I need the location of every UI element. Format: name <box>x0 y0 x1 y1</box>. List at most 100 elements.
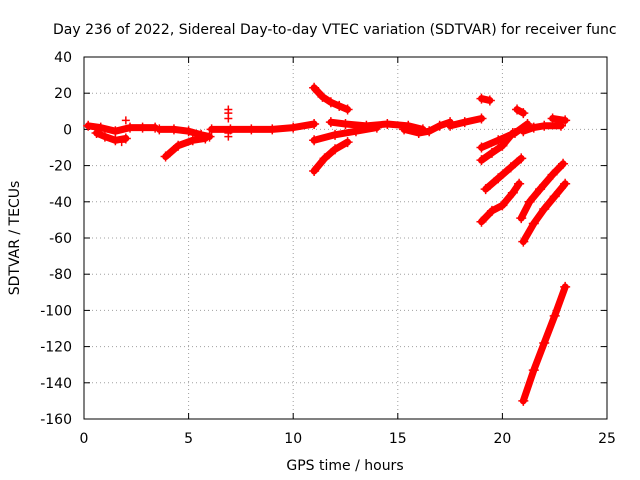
grid <box>84 57 607 419</box>
data-series-s18 <box>518 120 566 137</box>
data-point <box>528 218 539 229</box>
data-point <box>309 135 320 146</box>
data-point <box>505 162 516 173</box>
data-point <box>187 135 198 146</box>
data-point <box>342 137 353 148</box>
x-tick-label: 20 <box>493 431 511 447</box>
data-point <box>246 124 257 135</box>
x-tick-label: 0 <box>80 431 89 447</box>
y-tick-label: 20 <box>54 86 72 102</box>
y-tick-label: -80 <box>49 267 72 283</box>
data-point <box>549 191 560 202</box>
data-point <box>558 158 569 169</box>
data-series-s22 <box>518 281 571 406</box>
data-series-s21 <box>518 178 571 247</box>
data-point <box>539 120 550 131</box>
y-tick-label: 40 <box>54 50 72 66</box>
data-point <box>476 142 487 153</box>
x-axis-title: GPS time / hours <box>286 458 403 474</box>
data-point <box>317 91 328 102</box>
data-series-s16 <box>480 153 527 195</box>
data-series-s15 <box>476 178 525 227</box>
data-point <box>110 135 121 146</box>
data-point <box>516 213 527 224</box>
data-point <box>476 93 487 104</box>
data-point <box>309 118 320 129</box>
data-point <box>445 120 456 131</box>
x-tick-label: 15 <box>389 431 407 447</box>
series-trace <box>310 138 352 175</box>
data-point <box>535 184 546 195</box>
y-tick-label: -20 <box>49 159 72 175</box>
series-trace <box>310 124 381 144</box>
data-point <box>110 126 121 137</box>
x-tick-label: 25 <box>598 431 616 447</box>
data-point <box>549 310 560 321</box>
data-point <box>288 122 299 133</box>
data-point <box>121 116 130 125</box>
data-point <box>518 108 529 119</box>
data-point <box>173 140 184 151</box>
data-point <box>120 133 131 144</box>
data-point <box>547 113 558 124</box>
data-point <box>476 155 487 166</box>
data-point <box>476 216 487 227</box>
data-point <box>486 205 497 216</box>
data-point <box>154 124 165 135</box>
y-tick-label: -120 <box>40 340 72 356</box>
y-tick-label: -160 <box>40 412 72 428</box>
series-trace <box>208 120 318 133</box>
data-point <box>168 124 179 135</box>
data-series-s01 <box>83 120 161 137</box>
data-point <box>528 122 539 133</box>
data-point <box>330 144 341 155</box>
data-point <box>524 196 535 207</box>
data-point <box>342 104 353 115</box>
data-point <box>484 95 495 106</box>
series-trace <box>93 129 130 144</box>
data-series-s19 <box>547 113 571 126</box>
data-point <box>309 166 320 177</box>
data-layer <box>83 82 571 406</box>
data-point <box>560 281 571 292</box>
data-point <box>509 128 520 139</box>
data-series-s04 <box>160 133 211 162</box>
data-point <box>476 113 487 124</box>
y-tick-label: -100 <box>40 303 72 319</box>
y-axis: 40 20 0 -20 -40 -60 -80 -100 -120 -140 -160 <box>40 50 607 428</box>
data-point <box>413 128 424 139</box>
data-point <box>83 120 94 131</box>
data-point <box>547 169 558 180</box>
data-point <box>512 104 523 115</box>
data-point <box>200 133 211 144</box>
data-series-s05 <box>206 118 320 135</box>
data-series-s06 <box>309 82 353 115</box>
data-point <box>459 117 470 128</box>
data-point <box>117 138 126 147</box>
series-trace <box>519 122 565 135</box>
y-tick-label: -140 <box>40 376 72 392</box>
data-point <box>91 128 102 139</box>
data-series-s12 <box>476 93 495 106</box>
series-trace <box>162 134 209 161</box>
data-point <box>160 151 171 162</box>
data-series-s10 <box>399 117 456 139</box>
data-point <box>497 200 508 211</box>
data-point <box>224 114 233 123</box>
data-point <box>493 135 504 146</box>
data-point <box>183 126 194 137</box>
data-point <box>330 129 341 140</box>
data-point <box>95 122 106 133</box>
y-tick-label: 0 <box>63 122 72 138</box>
data-point <box>319 153 330 164</box>
data-point <box>267 124 278 135</box>
data-series-s17 <box>512 104 529 119</box>
data-point <box>224 132 233 141</box>
data-point <box>518 395 529 406</box>
data-series-s02 <box>91 128 131 146</box>
data-point <box>325 117 336 128</box>
data-point <box>528 365 539 376</box>
y-tick-label: -60 <box>49 231 72 247</box>
data-point <box>309 82 320 93</box>
